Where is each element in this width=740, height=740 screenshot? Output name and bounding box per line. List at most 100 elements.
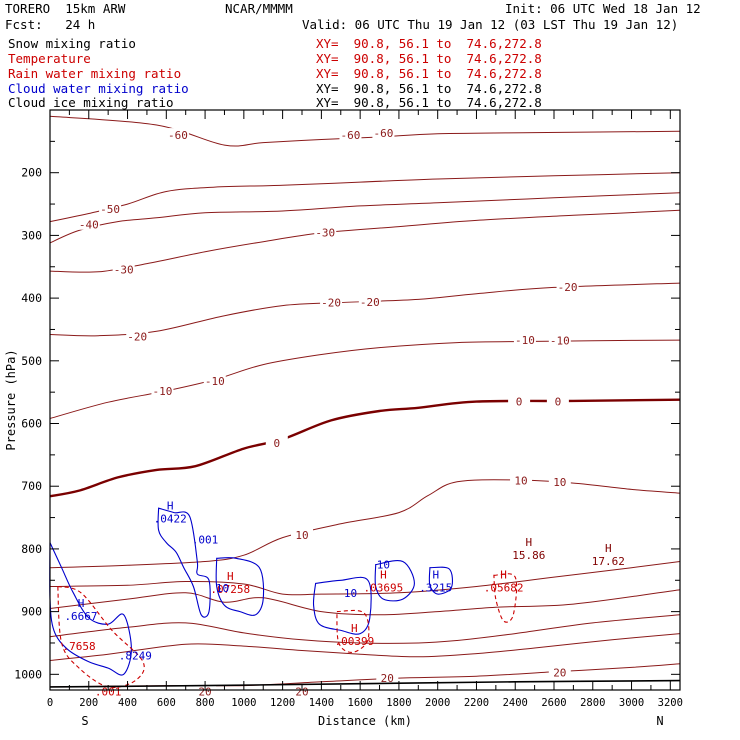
y-tick-label-600: 600 (21, 417, 42, 431)
field-cloudwater-name: Cloud water mixing ratio (8, 81, 189, 96)
x-tick-label-1600: 1600 (348, 697, 373, 709)
y-tick-label-700: 700 (21, 479, 42, 493)
plot-frame (49, 109, 681, 691)
cloud-water-region-west (49, 542, 132, 676)
temperature-label--20-0: -20 (127, 330, 147, 343)
temperature-label--20-1: -20 (321, 296, 341, 309)
temperature-contour-extra-0 (49, 561, 681, 596)
contour-label-bg (112, 262, 135, 275)
field-snow-name: Snow mixing ratio (8, 36, 136, 51)
temperature-label-0-0: 0 (273, 437, 280, 450)
contour-label-bg (77, 217, 100, 230)
temperature-label--50-0: -50 (100, 203, 120, 216)
max-value-9: 10 (344, 587, 357, 600)
max-value-4: .6667 (64, 610, 97, 623)
max-marker-14: H (525, 536, 532, 549)
temperature-label--20-3: -20 (558, 281, 578, 294)
max-value-12: .3215 (419, 582, 452, 595)
temperature-label-20-1: 20 (553, 666, 566, 679)
temperature-label-20-2: 20 (198, 685, 211, 698)
temperature-label-10-2: 10 (553, 476, 566, 489)
contour-label-bg (166, 128, 189, 141)
cloud-water-region-2000km (428, 566, 454, 595)
x-tick-label-1200: 1200 (270, 697, 295, 709)
contour-label-bg (358, 294, 381, 307)
x-end-label-south: S (81, 714, 88, 728)
temperature-label--40-0: -40 (79, 219, 99, 232)
max-value-5: .7658 (63, 640, 96, 653)
temperature-label--60-1: -60 (341, 129, 361, 142)
temperature-label--60-0: -60 (168, 129, 188, 142)
max-value-0: .0422 (154, 513, 187, 526)
contour-label-bg (556, 279, 579, 292)
x-tick-label-2400: 2400 (503, 697, 528, 709)
x-tick-label-3000: 3000 (619, 697, 644, 709)
temperature-contour--40 (49, 192, 681, 244)
x-tick-label-3200: 3200 (658, 697, 683, 709)
contour-label-bg (548, 333, 571, 346)
valid-time: Valid: 06 UTC Thu 19 Jan 12 (03 LST Thu … (302, 17, 679, 32)
y-tick-label-800: 800 (21, 542, 42, 556)
rain-region-2350km (493, 573, 518, 623)
temperature-contour-extra-3 (49, 633, 681, 661)
max-value-15: 17.62 (592, 555, 625, 568)
x-tick-label-1400: 1400 (309, 697, 334, 709)
max-value-3: 10 (216, 582, 229, 595)
cloud-water-region-central (157, 507, 211, 618)
max-value-6: .8249 (119, 650, 152, 663)
contour-label-bg (126, 329, 149, 342)
x-tick-label-1000: 1000 (231, 697, 256, 709)
contour-label-bg (265, 435, 288, 448)
contour-label-bg (508, 394, 531, 407)
x-axis-label: Distance (km) (318, 714, 412, 728)
contour-label-bg (510, 473, 533, 486)
field-cloudice-xy: XY= 90.8, 56.1 to 74.6,272.8 (316, 95, 542, 110)
x-tick-label-0: 0 (47, 697, 53, 709)
contour-label-bg (99, 202, 122, 215)
temperature-contour--60 (49, 115, 681, 147)
temperature-label--20-2: -20 (360, 296, 380, 309)
temperature-label--60-2: -60 (373, 127, 393, 140)
max-marker-10: H (380, 569, 387, 582)
x-tick-label-600: 600 (157, 697, 176, 709)
temperature-contour--20 (49, 282, 681, 337)
contour-label-bg (320, 295, 343, 308)
field-temp-name: Temperature (8, 51, 91, 66)
y-axis-label: Pressure (hPa) (4, 349, 18, 450)
x-tick-label-2600: 2600 (541, 697, 566, 709)
x-tick-label-2000: 2000 (425, 697, 450, 709)
temperature-contour-extra-2 (49, 614, 681, 644)
temperature-label--10-1: -10 (205, 375, 225, 388)
temperature-label-0-1: 0 (516, 396, 523, 409)
field-rain-xy: XY= 90.8, 56.1 to 74.6,272.8 (316, 66, 542, 81)
surface-line (49, 679, 681, 688)
temperature-label--10-3: -10 (550, 335, 570, 348)
temperature-contour-0 (49, 398, 681, 498)
contour-label-bg (151, 383, 174, 396)
field-cloudwater-xy: XY= 90.8, 56.1 to 74.6,272.8 (316, 81, 542, 96)
contour-label-bg (314, 225, 337, 238)
max-marker-8: H (351, 622, 358, 635)
x-tick-label-2200: 2200 (464, 697, 489, 709)
temperature-contour-extra-1 (49, 589, 681, 616)
center-title: NCAR/MMMM (225, 1, 293, 16)
field-rain-name: Rain water mixing ratio (8, 66, 182, 81)
contour-label-bg (548, 665, 571, 678)
rain-region-1550km (336, 609, 370, 653)
max-marker-15: H (605, 542, 612, 555)
contour-label-bg (339, 128, 362, 141)
max-marker-2: H (227, 570, 234, 583)
max-value-14: 15.86 (512, 549, 545, 562)
contour-label-bg (203, 373, 226, 386)
y-tick-label-200: 200 (21, 166, 42, 180)
temperature-contour--10 (49, 339, 681, 419)
max-value-7: .001 (95, 685, 122, 698)
contour-label-bg (546, 394, 569, 407)
rain-region-west (57, 585, 145, 688)
contour-label-bg (376, 671, 399, 684)
x-tick-label-400: 400 (118, 697, 137, 709)
y-tick-label-400: 400 (21, 291, 42, 305)
max-marker-12: H (432, 569, 439, 582)
cloud-water-region-1500km (312, 576, 372, 635)
